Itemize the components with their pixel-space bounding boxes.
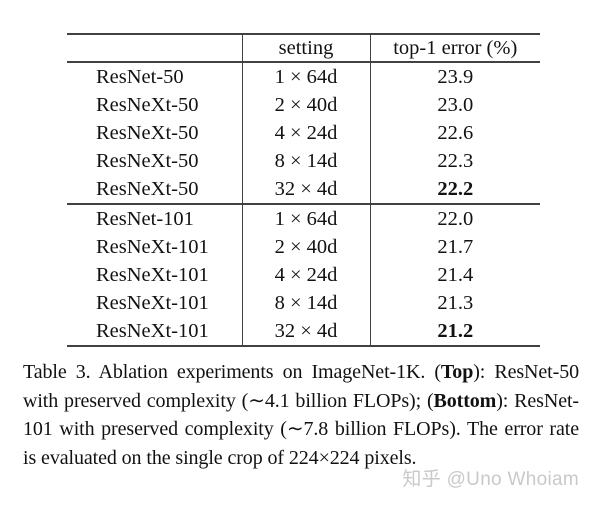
error-cell-best: 22.2 xyxy=(369,175,540,204)
model-cell: ResNeXt-50 xyxy=(96,122,199,144)
table-row: ResNet-101 1 × 64d 22.0 xyxy=(67,203,540,233)
error-cell: 22.3 xyxy=(369,147,540,175)
model-cell: ResNet-50 xyxy=(96,66,184,88)
setting-cell: 1 × 64d xyxy=(241,62,370,91)
caption-text: Table 3. Ablation experiments on ImageNe… xyxy=(23,361,441,383)
table-row: ResNet-50 1 × 64d 23.9 xyxy=(67,62,540,91)
caption-bold-top: Top xyxy=(440,361,474,383)
setting-cell: 32 × 4d xyxy=(241,175,370,204)
table-caption: Table 3. Ablation experiments on ImageNe… xyxy=(23,358,579,472)
error-cell: 22.0 xyxy=(369,203,540,233)
error-cell: 23.0 xyxy=(369,91,540,119)
error-cell: 21.3 xyxy=(369,289,540,317)
table-header-row: setting top-1 error (%) xyxy=(67,34,540,63)
setting-cell: 2 × 40d xyxy=(241,91,370,119)
setting-cell: 2 × 40d xyxy=(241,233,370,261)
error-cell: 21.7 xyxy=(369,233,540,261)
caption-text: ): ResNet-101 with preserved complexity … xyxy=(23,389,579,469)
model-cell: ResNeXt-101 xyxy=(96,264,209,286)
caption-bold-bottom: Bottom xyxy=(433,389,497,412)
table-row: ResNeXt-101 32 × 4d 21.2 xyxy=(67,317,540,346)
error-cell: 22.6 xyxy=(369,119,540,147)
model-cell: ResNeXt-50 xyxy=(96,94,199,116)
zhihu-watermark: 知乎 @Uno Whoiam xyxy=(402,469,579,490)
setting-cell: 8 × 14d xyxy=(241,289,370,317)
model-cell: ResNet-101 xyxy=(67,203,242,233)
setting-cell: 4 × 24d xyxy=(241,261,370,289)
error-cell: 21.4 xyxy=(369,261,540,289)
model-cell: ResNeXt-101 xyxy=(96,292,209,314)
table-row: ResNeXt-101 2 × 40d 21.7 xyxy=(67,233,540,261)
table-row: ResNeXt-50 32 × 4d 22.2 xyxy=(67,175,540,204)
model-cell: ResNeXt-50 xyxy=(96,178,199,200)
setting-cell: 4 × 24d xyxy=(241,119,370,147)
error-cell-best: 21.2 xyxy=(369,317,540,346)
caption-text: ): ResNet-50 with preserved complexity (… xyxy=(23,361,579,412)
setting-cell: 1 × 64d xyxy=(241,203,370,233)
table-row: ResNeXt-50 4 × 24d 22.6 xyxy=(67,119,540,147)
ablation-table: setting top-1 error (%) ResNet-50 1 × 64… xyxy=(67,33,540,347)
error-cell: 23.9 xyxy=(369,62,540,91)
header-model-blank xyxy=(67,34,242,63)
header-setting: setting xyxy=(241,34,370,63)
model-cell: ResNeXt-50 xyxy=(96,150,199,172)
table-row: ResNeXt-101 4 × 24d 21.4 xyxy=(67,261,540,289)
table-row: ResNeXt-50 8 × 14d 22.3 xyxy=(67,147,540,175)
table-row: ResNeXt-101 8 × 14d 21.3 xyxy=(67,289,540,317)
model-cell: ResNeXt-101 xyxy=(96,320,209,342)
table-row: ResNeXt-50 2 × 40d 23.0 xyxy=(67,91,540,119)
header-top1-error: top-1 error (%) xyxy=(369,34,540,63)
setting-cell: 32 × 4d xyxy=(241,317,370,346)
setting-cell: 8 × 14d xyxy=(241,147,370,175)
model-cell: ResNeXt-101 xyxy=(96,236,209,258)
